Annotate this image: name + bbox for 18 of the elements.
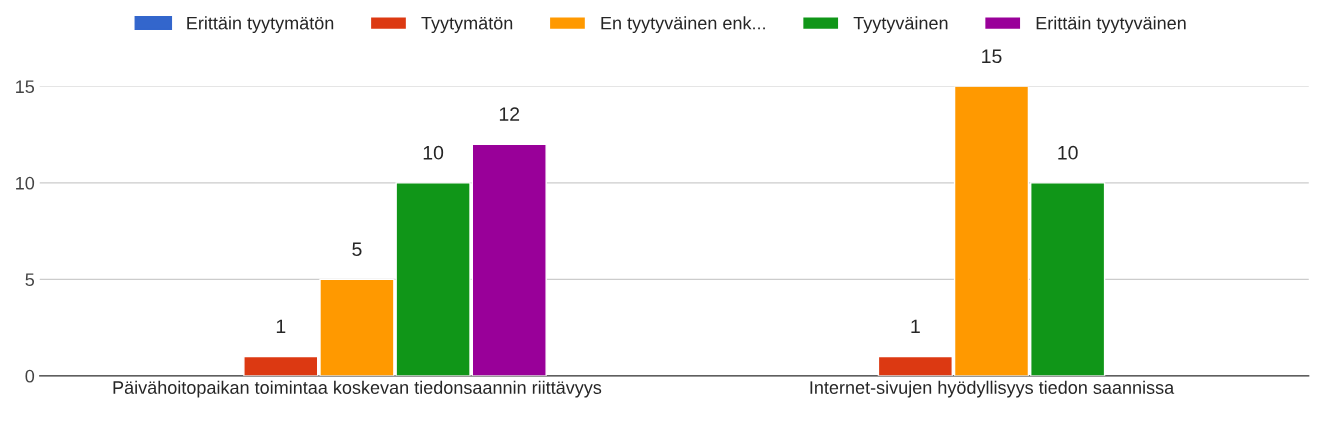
data-label: 1 <box>911 319 920 334</box>
legend-label: En tyytyväinen enk... <box>601 16 765 34</box>
y-tick-label: 0 <box>25 369 35 383</box>
data-label: 15 <box>982 49 1002 64</box>
legend-label: Erittäin tyytyväinen <box>1036 16 1186 34</box>
y-tick-label: 10 <box>16 176 35 190</box>
data-label: 1 <box>276 319 286 334</box>
x-tick-label: Päivähoitopaikan toimintaa koskevan tiedonsaannin riittävyys <box>113 380 602 398</box>
y-tick-label: 5 <box>25 273 35 287</box>
data-label: 10 <box>423 145 444 160</box>
legend-label: Tyytyväinen <box>853 16 948 34</box>
data-label: 10 <box>1058 145 1078 160</box>
y-tick-label: 15 <box>16 80 35 94</box>
legend-label: Tyytymätön <box>421 16 513 34</box>
x-tick-label: Internet-sivujen hyödyllisyys tiedon saannissa <box>810 380 1175 398</box>
legend-label: Erittäin tyytymätön <box>187 16 334 34</box>
data-label: 12 <box>499 107 520 121</box>
data-label: 5 <box>352 242 362 257</box>
